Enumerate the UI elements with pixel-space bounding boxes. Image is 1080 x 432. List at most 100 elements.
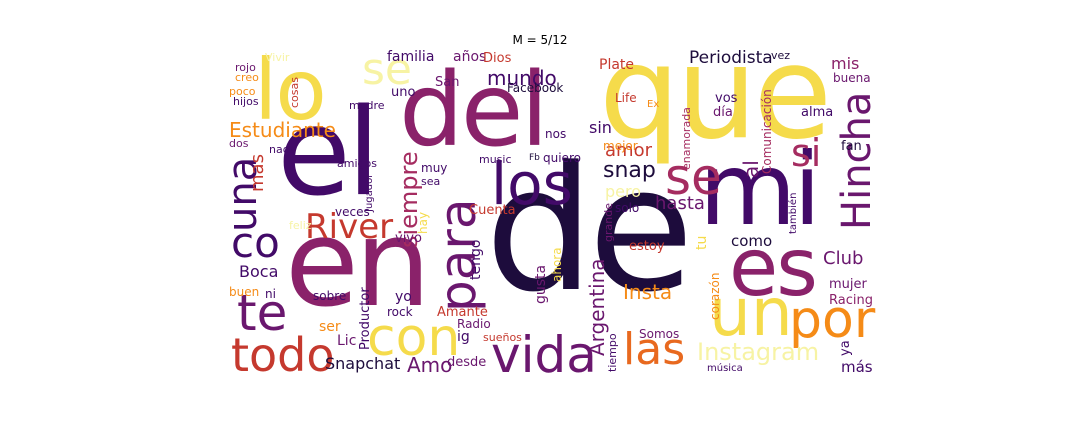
word-de: de (485, 129, 694, 330)
word-Fb: Fb (529, 153, 540, 163)
word-Radio: Radio (457, 317, 491, 331)
word-co: co (231, 218, 280, 267)
word-dos: dos (229, 137, 249, 150)
word-cloud: de que en el del mi lo los es un por vid… (229, 50, 881, 378)
word-Life: Life (615, 91, 637, 105)
word-suenos: sueños (483, 331, 522, 344)
word-mundo: mundo (487, 66, 557, 90)
word-ahora: ahora (550, 247, 564, 282)
word-se: se (665, 148, 722, 206)
word-tambien: también (788, 192, 799, 234)
word-Boca: Boca (239, 262, 279, 281)
word-enamorada: enamorada (680, 107, 693, 170)
word-musica: música (707, 363, 743, 374)
word-estoy: estoy (629, 239, 665, 254)
word-las: las (623, 324, 686, 375)
word-rojo: rojo (235, 61, 256, 74)
word-si: si (791, 131, 822, 175)
word-Snapchat: Snapchat (325, 354, 401, 373)
word-dia: día (713, 105, 733, 120)
word-años: años (453, 50, 487, 65)
word-Productor: Productor (358, 287, 373, 350)
word-vida: vida (491, 326, 597, 378)
word-cosas: cosas (288, 77, 301, 108)
word-Hincha: Hincha (834, 91, 880, 230)
word-mujer: mujer (829, 277, 867, 292)
word-corazon: corazón (708, 272, 722, 320)
word-te: te (237, 284, 288, 342)
word-sin: sin (589, 118, 612, 137)
word-gusta: gusta (533, 264, 549, 304)
word-Racing: Racing (829, 293, 873, 308)
word-Amo: Amo (407, 353, 453, 377)
word-uno: uno (391, 85, 416, 100)
chart-title: M = 5/12 (512, 33, 568, 47)
word-todo: todo (231, 328, 335, 378)
word-hay: hay (416, 211, 430, 234)
word-vos: vos (715, 91, 738, 106)
word-grande: grande (602, 203, 615, 242)
word-buena: buena (833, 71, 871, 85)
word-Estudiante: Estudiante (229, 118, 336, 142)
word-amor: amor (605, 140, 652, 161)
word-buen: buen (229, 285, 260, 299)
word-por: por (789, 290, 876, 350)
word-Comunicacion: Comunicación (760, 89, 774, 174)
word-tengo: tengo (468, 239, 484, 280)
word-San: San (435, 75, 460, 90)
word-un: un (709, 274, 793, 351)
word-tu: tu (694, 235, 710, 250)
word-mis: mis (831, 54, 860, 73)
word-al: al (739, 160, 763, 178)
word-amigos: amigos (337, 157, 377, 170)
word-Amante: Amante (437, 305, 488, 320)
word-feliz: feliz (289, 219, 312, 232)
word-rock: rock (387, 305, 413, 319)
word-tiempo: tiempo (606, 333, 619, 372)
word-Somos: Somos (639, 327, 680, 341)
word-music: music (479, 153, 512, 166)
word-es: es (729, 221, 818, 314)
word-mas-accent: más (841, 358, 873, 376)
word-mi: mi (699, 131, 821, 248)
word-Vivir: Vivir (265, 51, 290, 64)
word-fan: fan (841, 139, 862, 154)
word-hijos: hijos (233, 95, 259, 108)
word-nos: nos (545, 127, 567, 141)
word-en: en (285, 195, 431, 334)
word-alma: alma (801, 105, 834, 120)
word-Dios: Dios (483, 51, 512, 66)
word-Periodista: Periodista (689, 50, 773, 68)
word-como: como (731, 232, 773, 250)
word-nada: nada (269, 143, 297, 156)
word-Lic: Lic (337, 333, 357, 349)
word-sobre: sobre (313, 289, 347, 303)
word-Club: Club (823, 248, 864, 269)
word-Ex: Ex (647, 99, 660, 110)
word-que: que (599, 50, 832, 168)
word-ig: ig (457, 329, 470, 345)
word-vivo: vivo (395, 231, 422, 246)
word-ser: ser (319, 319, 341, 335)
word-Facebook: Facebook (507, 81, 564, 95)
word-Plate: Plate (599, 57, 635, 73)
word-los: los (491, 150, 573, 218)
word-hasta: hasta (655, 193, 705, 214)
word-lo: lo (254, 50, 327, 139)
word-creo: creo (235, 71, 259, 84)
word-Instagram: Instagram (697, 338, 820, 366)
word-ni: ni (265, 287, 276, 301)
word-madre: madre (349, 99, 385, 112)
word-mas: mas (247, 154, 268, 192)
word-familia: familia (387, 50, 435, 65)
word-quiero: quiero (543, 151, 581, 165)
word-snap: snap (603, 158, 656, 183)
word-desde: desde (447, 355, 487, 370)
word-solo: solo (615, 201, 640, 215)
word-con: con (367, 308, 461, 368)
word-Soy: se (362, 50, 412, 95)
word-yo: yo (395, 289, 412, 305)
word-Insta: Insta (623, 280, 673, 304)
word-Argentina: Argentina (585, 258, 609, 356)
word-pero: pero (605, 182, 642, 201)
